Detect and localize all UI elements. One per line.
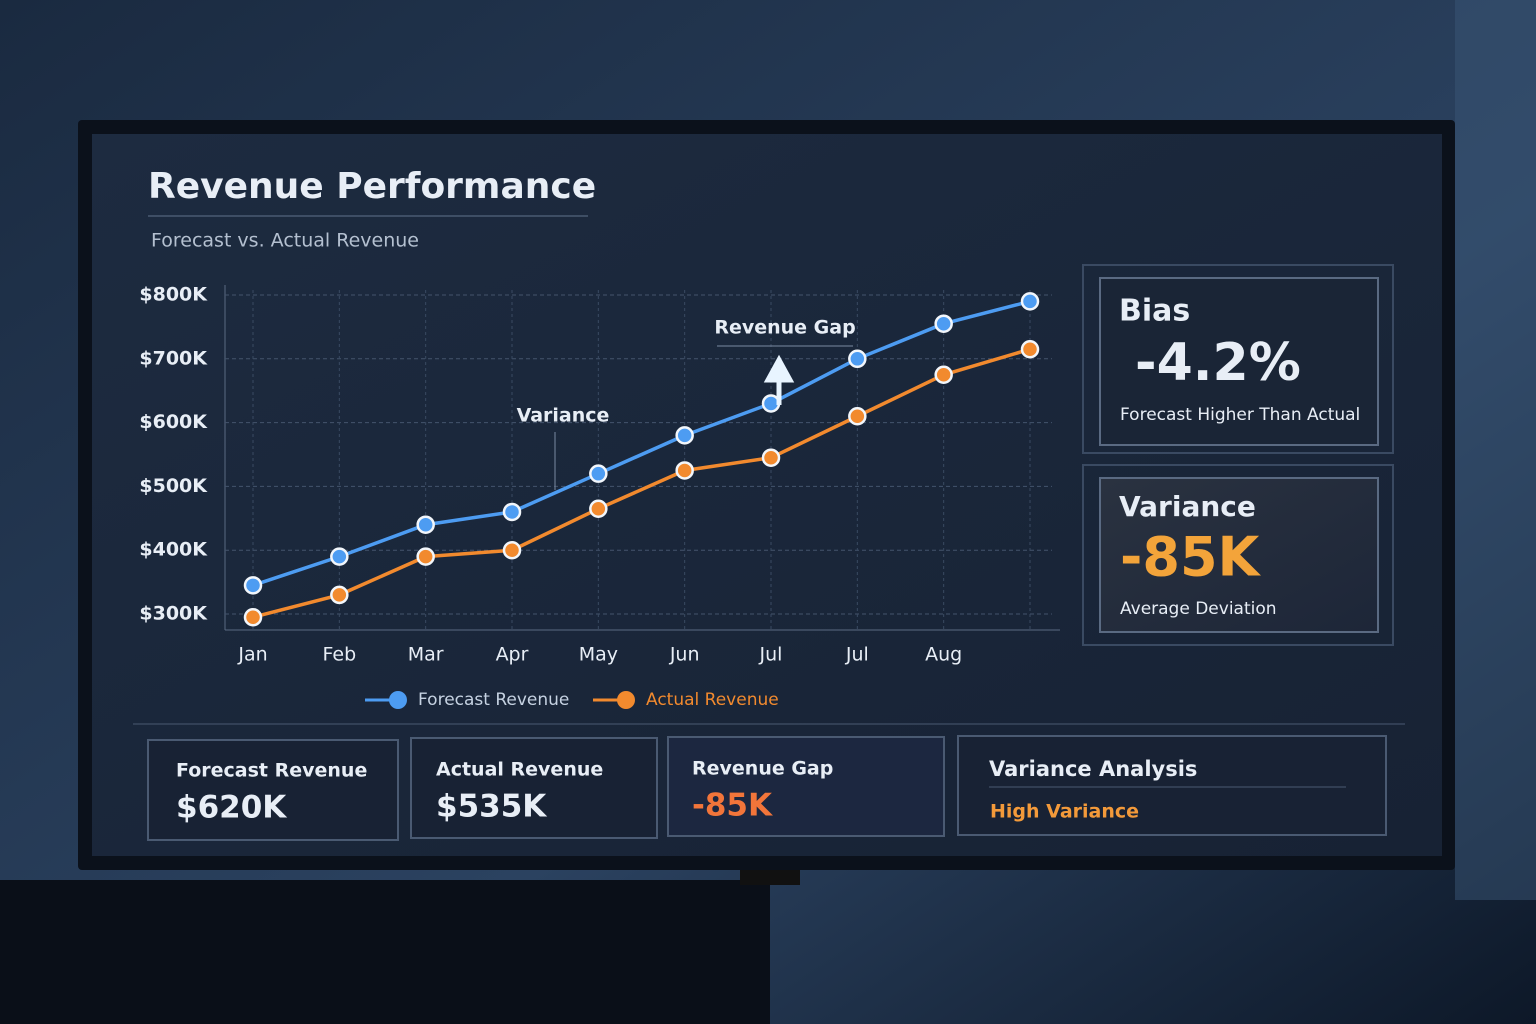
annotation: Variance	[517, 405, 610, 427]
data-point	[1020, 339, 1040, 359]
y-tick-label: $800K	[139, 284, 208, 306]
x-tick-label: May	[579, 644, 618, 666]
card-label: Actual Revenue	[436, 759, 603, 781]
card-label: Revenue Gap	[692, 758, 833, 780]
card-value: $535K	[436, 789, 547, 825]
panel-note: Average Deviation	[1120, 599, 1277, 619]
data-point	[330, 585, 349, 605]
data-point	[675, 426, 694, 445]
panel-value: -85K	[1120, 526, 1262, 589]
panel-frame	[1082, 464, 1394, 646]
annotation: Revenue Gap	[714, 317, 855, 339]
data-point	[1020, 292, 1040, 311]
legend: Forecast Revenue Actual Revenue	[365, 690, 779, 710]
panel	[1099, 277, 1379, 446]
card	[667, 736, 945, 837]
desk	[0, 880, 770, 1024]
y-tick-label: $600K	[139, 411, 208, 433]
card-value: $620K	[176, 790, 287, 826]
panel-title: Variance	[1119, 490, 1256, 523]
card-value: -85K	[692, 788, 773, 824]
legend-label: Actual Revenue	[646, 690, 779, 710]
legend-marker	[617, 691, 635, 709]
x-tick-label: Jul	[759, 644, 783, 666]
y-tick-label: $500K	[139, 475, 208, 497]
x-tick-label: Jan	[237, 644, 267, 666]
y-tick-label: $400K	[139, 539, 208, 561]
legend-label: Forecast Revenue	[418, 690, 569, 710]
data-point	[675, 461, 694, 480]
chart: $300K $400K $500K $600K $700K $800K Jan Feb Mar A…	[139, 284, 1052, 666]
title: Revenue Performance	[148, 166, 596, 207]
data-point	[330, 547, 349, 566]
window	[1455, 0, 1536, 900]
data-point	[502, 502, 522, 522]
data-point	[848, 406, 867, 426]
panel	[1099, 477, 1379, 633]
card	[147, 739, 399, 841]
data-point	[589, 499, 608, 519]
data-point	[243, 607, 263, 627]
series-line	[252, 347, 1031, 619]
legend-marker	[389, 691, 407, 709]
data-point	[848, 349, 867, 369]
x-tick-label: Aug	[925, 644, 962, 666]
data-point	[934, 365, 953, 385]
panel-value: -4.2%	[1135, 333, 1301, 393]
subtitle: Forecast vs. Actual Revenue	[151, 230, 419, 252]
data-point	[934, 314, 953, 333]
x-tick-label: Feb	[323, 644, 357, 666]
card-label: Forecast Revenue	[176, 760, 367, 782]
data-point	[589, 464, 608, 483]
panel-note: Forecast Higher Than Actual	[1120, 405, 1360, 425]
x-tick-label: Apr	[496, 644, 529, 666]
x-tick-label: Jul	[845, 644, 869, 666]
card-label: Variance Analysis	[989, 757, 1197, 781]
panel-title: Bias	[1119, 294, 1190, 329]
series-line	[252, 299, 1031, 587]
gap-arrow	[763, 354, 795, 405]
card	[957, 735, 1387, 836]
card	[410, 737, 658, 839]
x-tick-label: Mar	[408, 644, 444, 666]
data-point	[502, 540, 522, 560]
data-point	[416, 547, 435, 566]
y-tick-label: $300K	[139, 603, 208, 625]
x-tick-label: Jun	[669, 644, 700, 666]
card-value: High Variance	[990, 801, 1139, 823]
data-point	[243, 576, 263, 595]
data-point	[416, 515, 435, 534]
panel-frame	[1082, 264, 1394, 454]
data-point	[761, 448, 781, 467]
y-tick-label: $700K	[139, 347, 208, 369]
